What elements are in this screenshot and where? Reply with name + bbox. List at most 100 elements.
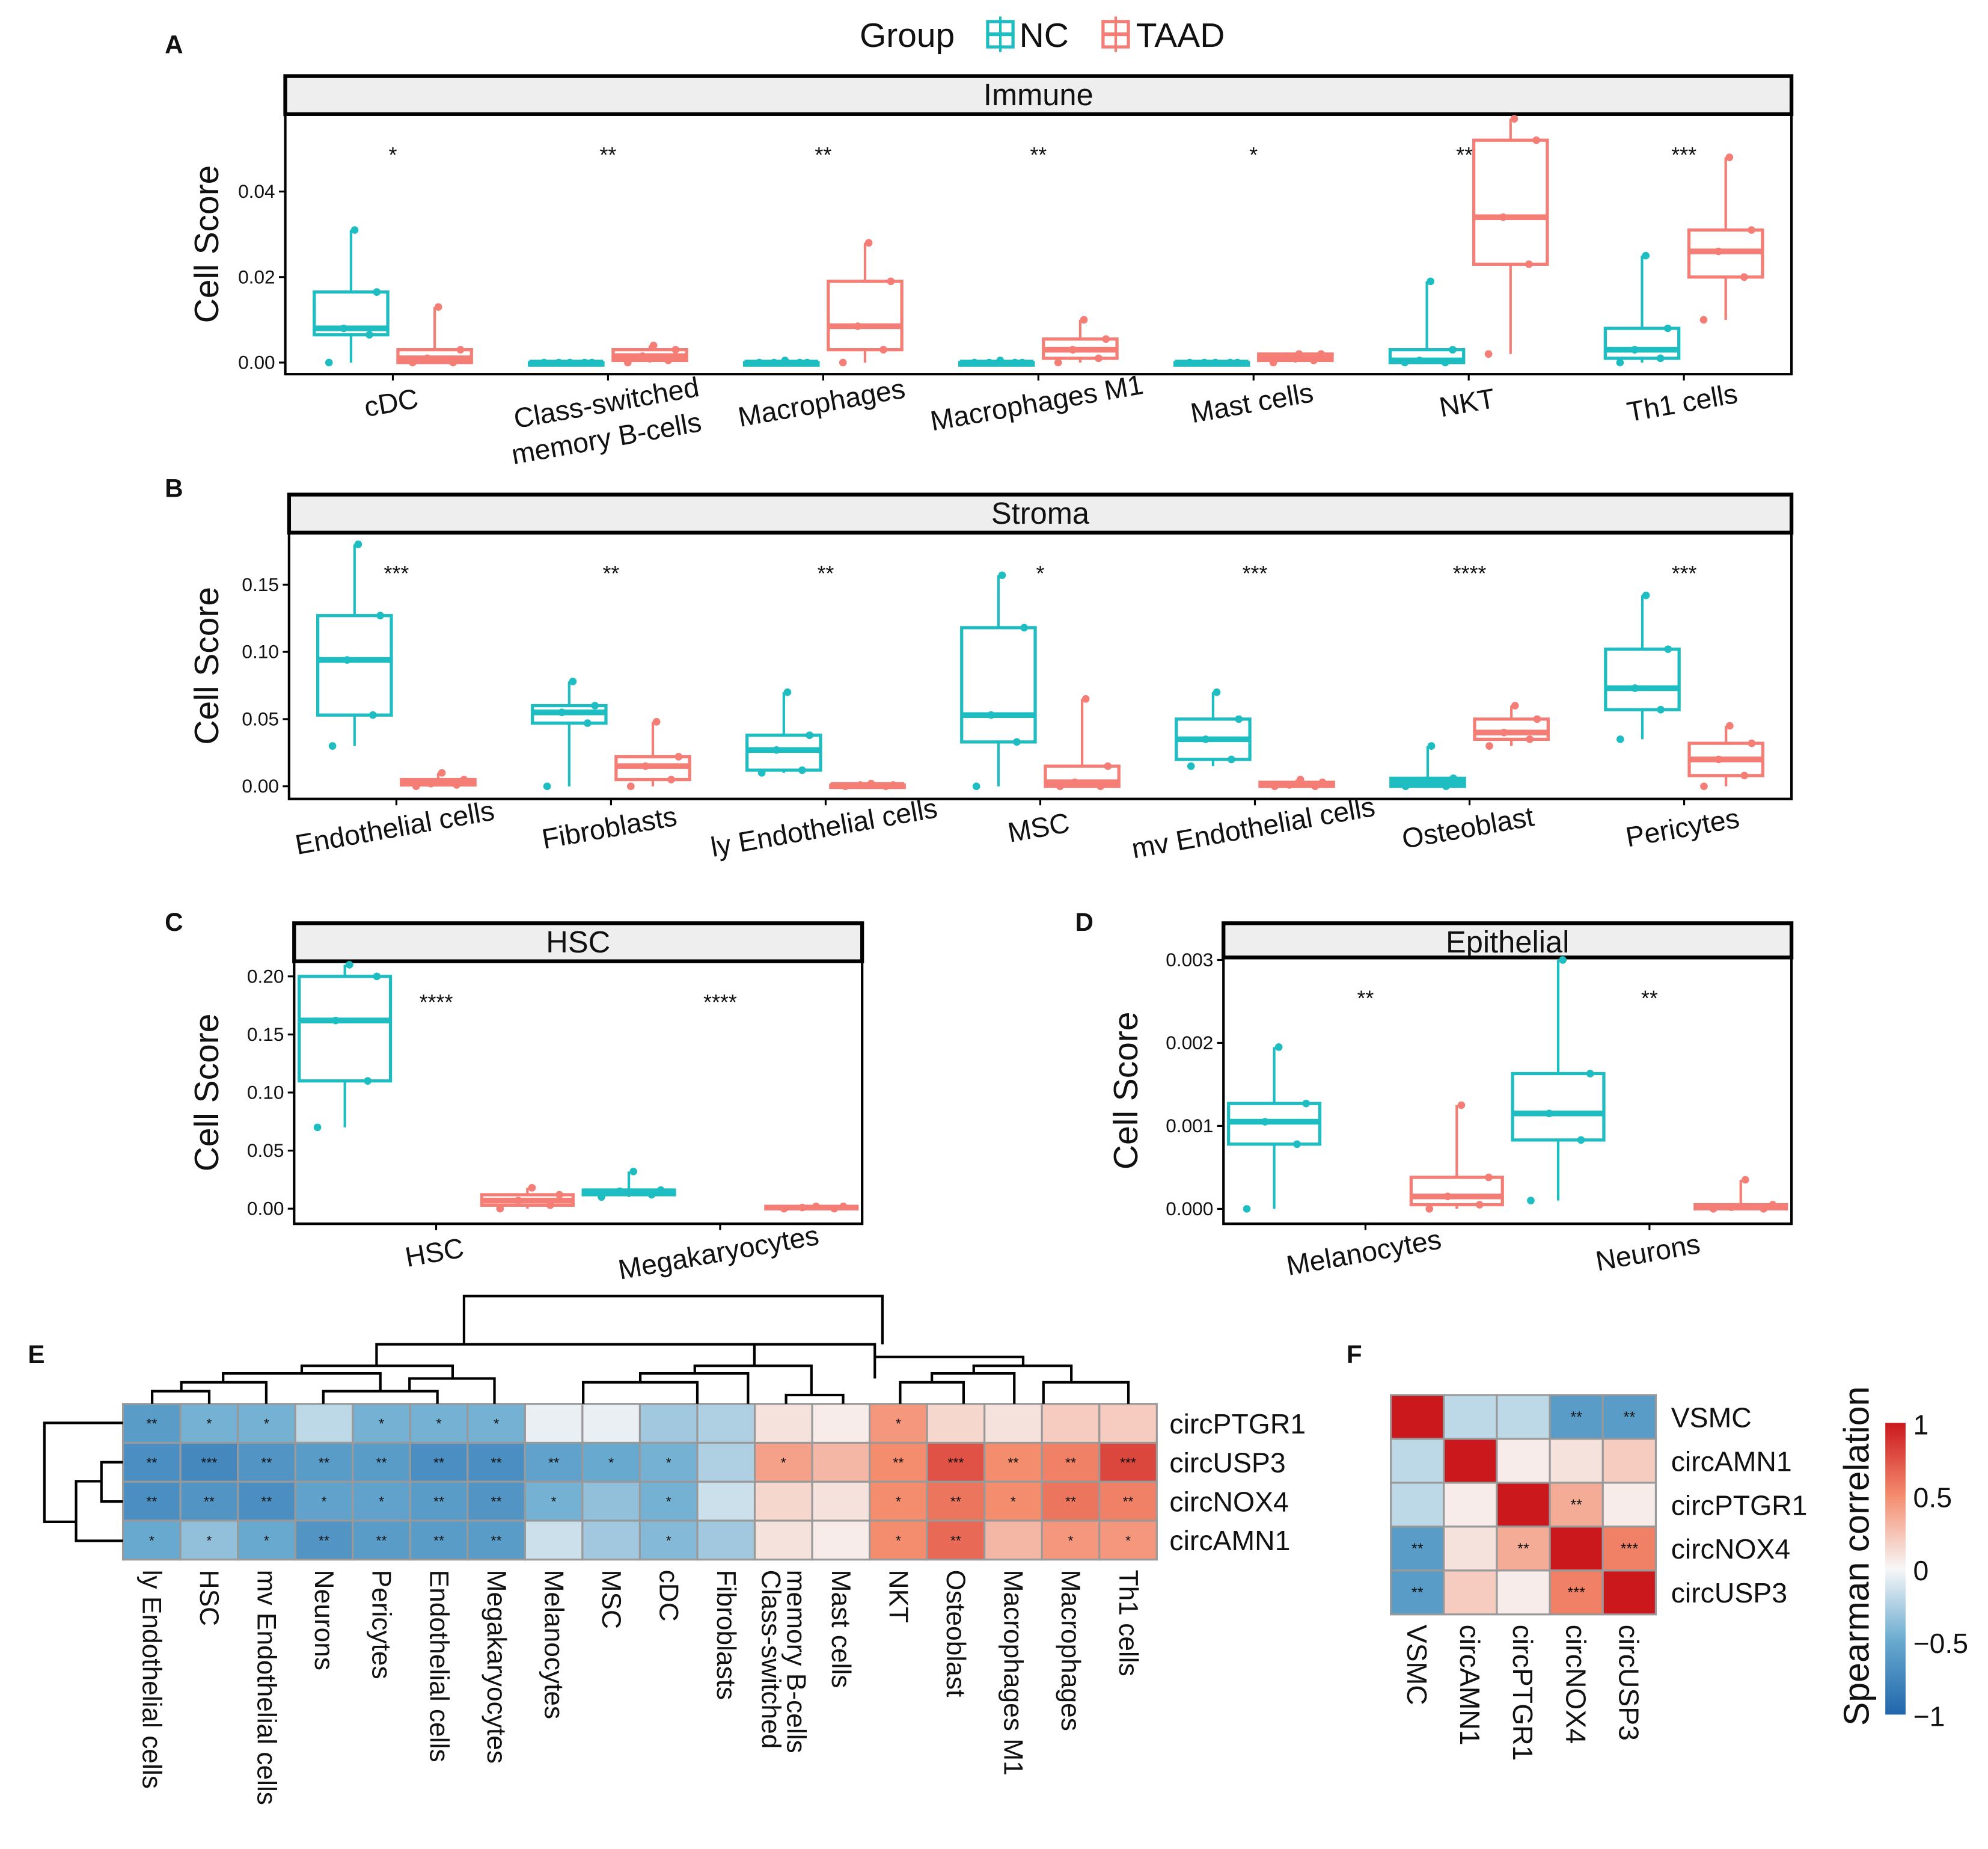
column-label: HSC (194, 1570, 224, 1627)
cell-significance: ** (1065, 1494, 1076, 1509)
data-point (1545, 1109, 1553, 1118)
box-taad (1258, 776, 1335, 791)
data-point (839, 1202, 848, 1210)
data-point (373, 972, 381, 981)
column-label: Osteoblast (941, 1570, 970, 1697)
column-label: ly Endothelial cells (137, 1570, 167, 1789)
y-tick-label: 0.00 (247, 1198, 284, 1219)
box-nc (1511, 956, 1606, 1204)
heatmap-cell (1601, 1482, 1657, 1528)
data-point (1013, 738, 1021, 746)
data-point (1011, 358, 1019, 367)
data-point (1586, 1070, 1594, 1078)
column-dendrogram (150, 1295, 1130, 1404)
data-point (456, 346, 465, 354)
x-tick-label: Th1 cells (1624, 378, 1740, 428)
cell-significance: * (608, 1455, 614, 1470)
heatmap-cell (1549, 1438, 1604, 1484)
data-point (543, 782, 551, 791)
data-point (1185, 358, 1194, 367)
data-point (842, 782, 849, 791)
heatmap-cell (1601, 1569, 1657, 1616)
row-label: circNOX4 (1169, 1486, 1288, 1517)
data-point (412, 782, 420, 791)
data-point (364, 1077, 372, 1085)
significance-label: ** (599, 143, 616, 167)
heatmap-cell (121, 1480, 182, 1522)
colorbar: 1 0.5 0 −0.5 −1 Spearman correlation (1837, 1387, 1968, 1732)
data-point (864, 239, 873, 247)
data-point (652, 718, 661, 726)
column-label: VSMC (1401, 1625, 1433, 1705)
data-point (566, 358, 574, 367)
cell-significance: ** (1570, 1409, 1582, 1426)
significance-label: ** (1357, 986, 1374, 1010)
data-point (772, 746, 780, 754)
data-point (998, 571, 1006, 580)
data-point (1442, 782, 1450, 791)
y-tick-label: 0.002 (1166, 1032, 1213, 1053)
panel-letter-e: E (28, 1340, 44, 1369)
y-axis-label: Cell Score (188, 165, 226, 323)
heatmap-cell (696, 1519, 756, 1561)
data-point (1269, 358, 1277, 367)
data-point (1187, 762, 1195, 770)
heatmap-cell (1443, 1569, 1498, 1616)
x-tick-label: Neurons (1593, 1228, 1702, 1277)
data-point (1235, 715, 1243, 723)
y-tick-label: 0.10 (242, 641, 279, 663)
y-tick-label: 0.02 (238, 266, 275, 287)
data-point (638, 352, 647, 360)
data-point (803, 358, 811, 367)
data-point (1416, 357, 1424, 364)
data-point (1425, 1205, 1434, 1213)
data-point (812, 1202, 820, 1210)
x-tick-label: Megakaryocytes (616, 1219, 821, 1286)
data-point (365, 331, 373, 339)
cell-significance: * (264, 1533, 269, 1548)
panel-c-boxplot: HSC Cell Score 0.00 0.05 0.10 0.15 0.20 HSC ****… (188, 921, 864, 1286)
heatmap-cell (1601, 1438, 1657, 1484)
significance-label: *** (1672, 562, 1697, 586)
cell-significance: * (206, 1416, 212, 1432)
significance-label: *** (384, 562, 409, 586)
heatmap-cell (237, 1480, 296, 1522)
x-tick-label: Pericytes (1623, 802, 1742, 853)
data-point (674, 753, 683, 761)
column-label: Macrophages M1 (999, 1570, 1028, 1776)
significance-label: *** (1671, 143, 1696, 167)
group-legend: Group NC TAAD (860, 16, 1225, 55)
data-point (649, 342, 658, 349)
x-tick-label: Melanocytes (1284, 1224, 1443, 1281)
cell-significance: * (379, 1494, 384, 1509)
heatmap-cell (466, 1519, 526, 1561)
data-point (354, 540, 362, 548)
data-point (1441, 358, 1449, 367)
colorbar-title: Spearman correlation (1837, 1387, 1877, 1726)
data-point (1056, 782, 1064, 791)
data-point (1317, 350, 1325, 358)
box-iqr (1472, 138, 1549, 266)
significance-label: **** (1453, 562, 1487, 586)
data-point (757, 769, 766, 777)
data-point (1511, 702, 1519, 710)
x-tick-label: mv Endothelial cells (1129, 791, 1377, 864)
data-point (1664, 645, 1672, 653)
heatmap-cell (983, 1403, 1043, 1444)
cell-significance: ** (548, 1455, 559, 1470)
panel-letter-a: A (165, 31, 183, 59)
heatmap-cell (294, 1519, 354, 1561)
data-point (1095, 354, 1103, 363)
panel-f-correlation-heatmap: ** ****** ** ***** ***VSMCcircAMN1circPTGR1c… (1390, 1387, 1968, 1761)
heatmap-cell (1098, 1519, 1158, 1561)
cell-significance: ** (319, 1455, 329, 1470)
column-label: circAMN1 (1454, 1625, 1485, 1746)
data-point (1526, 735, 1534, 743)
data-point (1261, 1118, 1269, 1126)
data-point (588, 358, 596, 367)
data-point (985, 358, 993, 367)
panel-b-boxplot: Stroma Cell Score 0.00 0.05 0.10 0.15 Endothel… (188, 492, 1794, 864)
significance-label: **** (420, 990, 453, 1014)
data-point (1485, 742, 1493, 750)
box-nc (581, 1167, 676, 1201)
